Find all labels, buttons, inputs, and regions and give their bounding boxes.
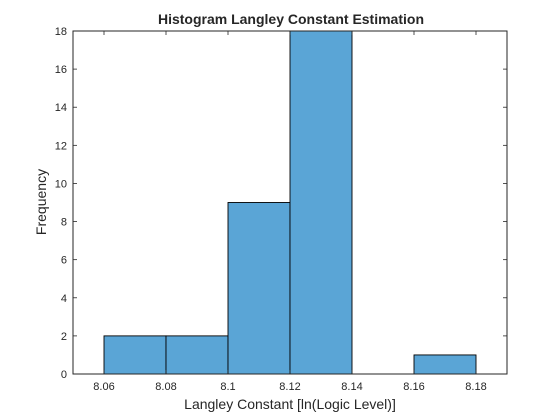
y-tick-label: 14	[55, 102, 67, 114]
y-axis-label: Frequency	[33, 169, 49, 235]
y-tick-label: 8	[61, 217, 67, 229]
y-tick-label: 12	[55, 140, 67, 152]
y-tick-label: 4	[61, 293, 67, 305]
histogram-bar	[103, 335, 167, 375]
x-tick-label: 8.08	[155, 381, 176, 393]
ticks-group: 8.06 8.08 8.1 8.12 8.14 8.16 8.18 0 2 4 6 8 10 12 14 16…	[55, 26, 507, 393]
bars-group	[103, 30, 477, 375]
histogram-bar	[165, 335, 229, 375]
x-axis-label: Langley Constant [ln(Logic Level)]	[184, 396, 396, 412]
histogram-bar	[413, 354, 477, 375]
x-tick-label: 8.16	[403, 381, 424, 393]
chart-title: Histogram Langley Constant Estimation	[158, 11, 424, 27]
x-tick-label: 8.1	[220, 381, 235, 393]
x-tick-label: 8.18	[465, 381, 486, 393]
x-tick-label: 8.06	[93, 381, 114, 393]
histogram-bar	[227, 202, 291, 375]
y-tick-label: 18	[55, 26, 67, 38]
y-tick-label: 2	[61, 331, 67, 343]
y-tick-label: 6	[61, 255, 67, 267]
y-tick-label: 10	[55, 178, 67, 190]
y-tick-label: 0	[61, 369, 67, 381]
histogram-bar	[289, 30, 353, 375]
x-tick-label: 8.12	[279, 381, 300, 393]
y-tick-label: 16	[55, 64, 67, 76]
plot-area-frame	[72, 30, 508, 375]
x-tick-label: 8.14	[341, 381, 362, 393]
